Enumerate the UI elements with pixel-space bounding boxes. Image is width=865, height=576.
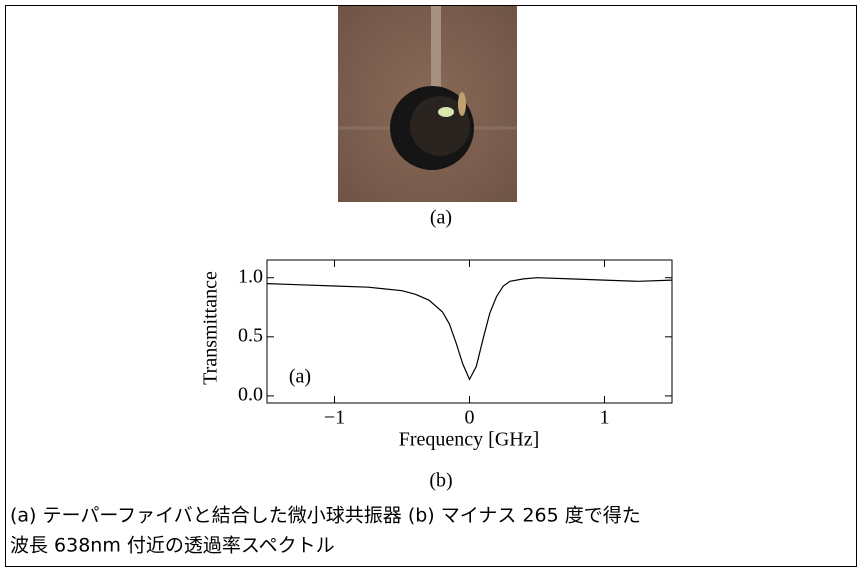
page: (a) (a) Frequency [GHz] Transmittance (b… [0, 0, 865, 576]
annotation: (a) [289, 366, 311, 388]
caption-line: 波長 638nm 付近の透過率スペクトル [10, 535, 335, 557]
x-tick-label: 0 [465, 407, 475, 429]
y-tick-label: 1.0 [238, 265, 263, 287]
x-tick-label: 1 [600, 407, 610, 429]
y-axis-label: Transmittance [200, 271, 222, 385]
chart-label: (b) [429, 470, 452, 492]
data-line [267, 278, 672, 380]
y-tick-label: 0.0 [238, 384, 263, 406]
x-tick-label: −1 [324, 407, 345, 429]
x-axis-label: Frequency [GHz] [399, 429, 540, 451]
photo-label: (a) [430, 207, 452, 229]
plot-frame [267, 260, 672, 403]
caption-line: (a) テーパーファイバと結合した微小球共振器 (b) マイナス 265 度で得… [10, 505, 641, 527]
photo [338, 6, 517, 202]
figure: (a) (a) Frequency [GHz] Transmittance (b… [0, 0, 865, 572]
y-tick-label: 0.5 [238, 324, 263, 346]
